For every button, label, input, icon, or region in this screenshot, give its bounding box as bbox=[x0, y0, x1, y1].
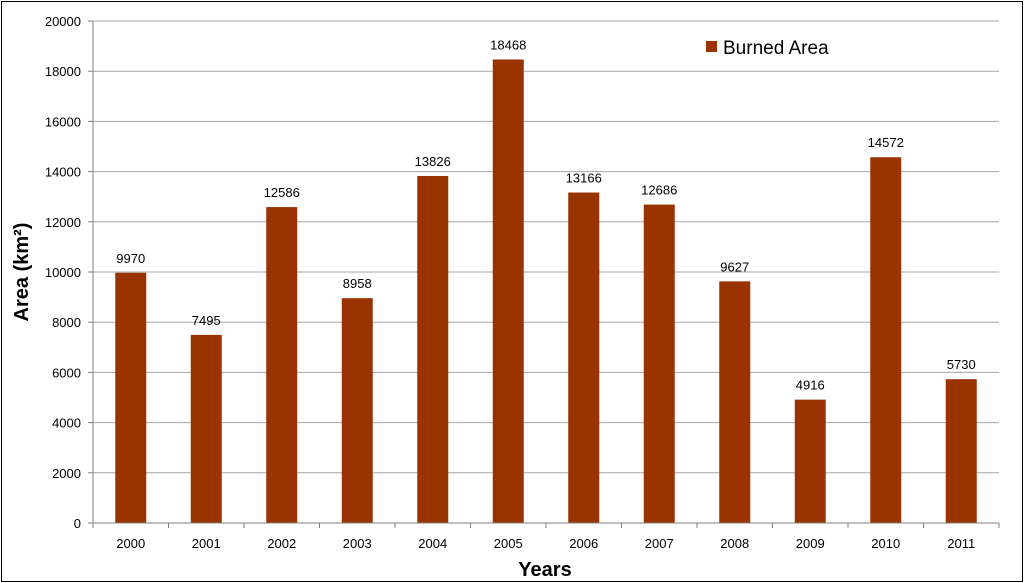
x-tick-label-2004: 2004 bbox=[418, 536, 447, 551]
y-tick-label: 10000 bbox=[45, 265, 81, 280]
data-label-2002: 12586 bbox=[264, 185, 300, 200]
x-tick-label-2010: 2010 bbox=[871, 536, 900, 551]
bar-2002 bbox=[266, 207, 298, 523]
x-tick-label-2002: 2002 bbox=[267, 536, 296, 551]
y-tick-label: 14000 bbox=[45, 165, 81, 180]
data-labels-group: 9970 7495 12586 8958 13826 18468 13166 12686 962… bbox=[116, 37, 975, 392]
x-tick-label-2006: 2006 bbox=[569, 536, 598, 551]
bar-2007 bbox=[643, 204, 675, 523]
bar-2001 bbox=[190, 334, 222, 523]
data-label-2010: 14572 bbox=[868, 135, 904, 150]
x-tick-label-2007: 2007 bbox=[645, 536, 674, 551]
data-label-2009: 4916 bbox=[796, 378, 825, 393]
bar-2008 bbox=[719, 281, 751, 523]
x-tick-label-2008: 2008 bbox=[720, 536, 749, 551]
y-tick-labels: 0 2000 4000 6000 8000 10000 12000 14000 16000 180… bbox=[45, 14, 81, 531]
x-tick-labels: 2000 2001 2002 2003 2004 2005 2006 2007 2008 2009… bbox=[92, 523, 1000, 551]
y-tick-label: 4000 bbox=[52, 416, 81, 431]
x-tick-label-2011: 2011 bbox=[947, 536, 975, 551]
data-label-2011: 5730 bbox=[947, 357, 976, 372]
legend: Burned Area bbox=[706, 38, 829, 59]
x-tick-label-2000: 2000 bbox=[116, 536, 145, 551]
bars-group bbox=[115, 59, 977, 524]
y-tick-label: 20000 bbox=[45, 14, 81, 29]
y-tick-label: 12000 bbox=[45, 215, 81, 230]
data-label-2007: 12686 bbox=[641, 183, 677, 198]
bar-2000 bbox=[115, 272, 147, 523]
bar-2006 bbox=[568, 192, 600, 524]
y-tick-label: 6000 bbox=[52, 365, 81, 380]
y-axis-title: Area (km²) bbox=[11, 223, 33, 322]
y-tick-label: 16000 bbox=[45, 114, 81, 129]
data-label-2008: 9627 bbox=[720, 259, 749, 274]
x-tick-label-2001: 2001 bbox=[192, 536, 221, 551]
y-tick-label: 0 bbox=[74, 516, 81, 531]
bar-2004 bbox=[417, 175, 449, 523]
data-label-2003: 8958 bbox=[343, 276, 372, 291]
x-tick-label-2005: 2005 bbox=[494, 536, 523, 551]
y-tick-label: 2000 bbox=[52, 466, 81, 481]
x-tick-label-2009: 2009 bbox=[796, 536, 825, 551]
bar-2010 bbox=[870, 157, 902, 523]
x-tick-label-2003: 2003 bbox=[343, 536, 372, 551]
data-label-2001: 7495 bbox=[192, 313, 221, 328]
data-label-2004: 13826 bbox=[415, 154, 451, 169]
data-label-2005: 18468 bbox=[490, 37, 526, 52]
x-axis-title: Years bbox=[518, 559, 571, 581]
gridlines bbox=[88, 20, 999, 524]
legend-swatch bbox=[706, 41, 717, 52]
y-tick-label: 18000 bbox=[45, 64, 81, 79]
legend-label: Burned Area bbox=[723, 38, 829, 59]
bar-2005 bbox=[492, 59, 524, 524]
bar-2003 bbox=[341, 298, 373, 523]
bar-2009 bbox=[794, 399, 826, 523]
bar-2011 bbox=[945, 379, 977, 523]
y-tick-label: 8000 bbox=[52, 315, 81, 330]
data-label-2006: 13166 bbox=[566, 171, 602, 186]
data-label-2000: 9970 bbox=[116, 251, 145, 266]
